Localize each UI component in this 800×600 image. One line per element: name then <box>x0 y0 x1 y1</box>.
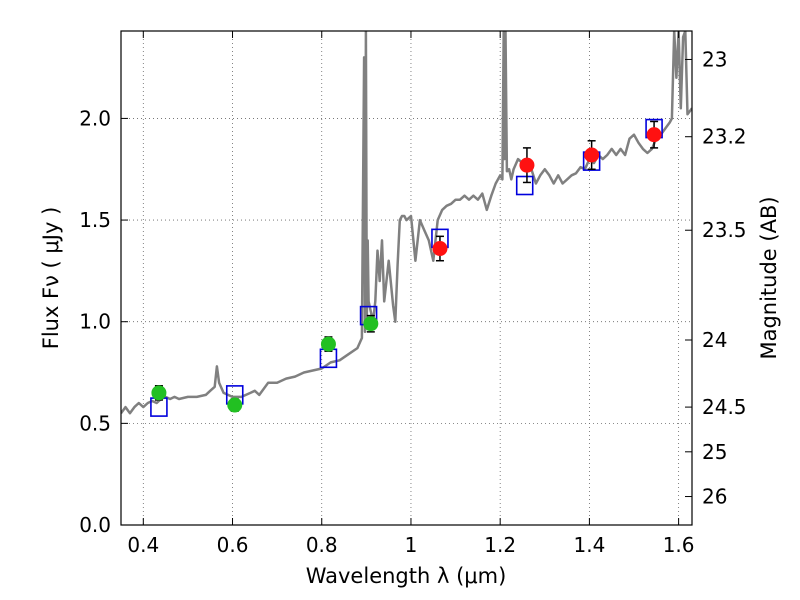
y2-axis-label: Magnitude (AB) <box>757 196 781 359</box>
grid <box>121 31 692 526</box>
x-tick-label: 1.2 <box>484 533 516 557</box>
y-tick-label: 1.0 <box>79 310 111 334</box>
y2-tick-label: 24 <box>702 328 727 352</box>
x-axis-label: Wavelength λ (μm) <box>306 564 507 588</box>
optical-point <box>320 336 336 352</box>
optical-point <box>227 397 243 413</box>
y2-tick-label: 24.5 <box>702 395 747 419</box>
optical-point <box>363 316 379 332</box>
nir-point <box>646 127 662 143</box>
nir-point <box>432 241 448 257</box>
plot-frame <box>120 30 693 526</box>
model-spectrum-line <box>121 31 692 415</box>
nir-point <box>584 147 600 163</box>
y-tick-label: 0.5 <box>79 411 111 435</box>
x-tick-label: 1 <box>405 533 418 557</box>
x-tick-label: 1.6 <box>663 533 695 557</box>
x-tick-label: 0.6 <box>217 533 249 557</box>
x-tick-label: 0.4 <box>127 533 159 557</box>
ticks: 0.4 0.6 0.8 1 1.2 1.4 1.6 0.0 0.5 1.0 1.5 2.0 23 23.2… <box>79 31 747 557</box>
x-tick-label: 1.4 <box>573 533 605 557</box>
y2-tick-label: 23 <box>702 47 727 71</box>
y-tick-label: 2.0 <box>79 106 111 130</box>
y2-tick-label: 25 <box>702 440 727 464</box>
y2-tick-label: 23.5 <box>702 218 747 242</box>
x-tick-label: 0.8 <box>306 533 338 557</box>
model-photometry-box <box>515 175 534 196</box>
optical-point <box>151 385 167 401</box>
y-tick-label: 0.0 <box>79 513 111 537</box>
y-tick-label: 1.5 <box>79 208 111 232</box>
y2-tick-label: 26 <box>702 485 727 509</box>
y2-tick-label: 23.2 <box>702 125 747 149</box>
y-axis-label: Flux Fν ( μJy ) <box>39 207 63 350</box>
data-layer <box>121 31 692 417</box>
nir-point <box>519 157 535 173</box>
